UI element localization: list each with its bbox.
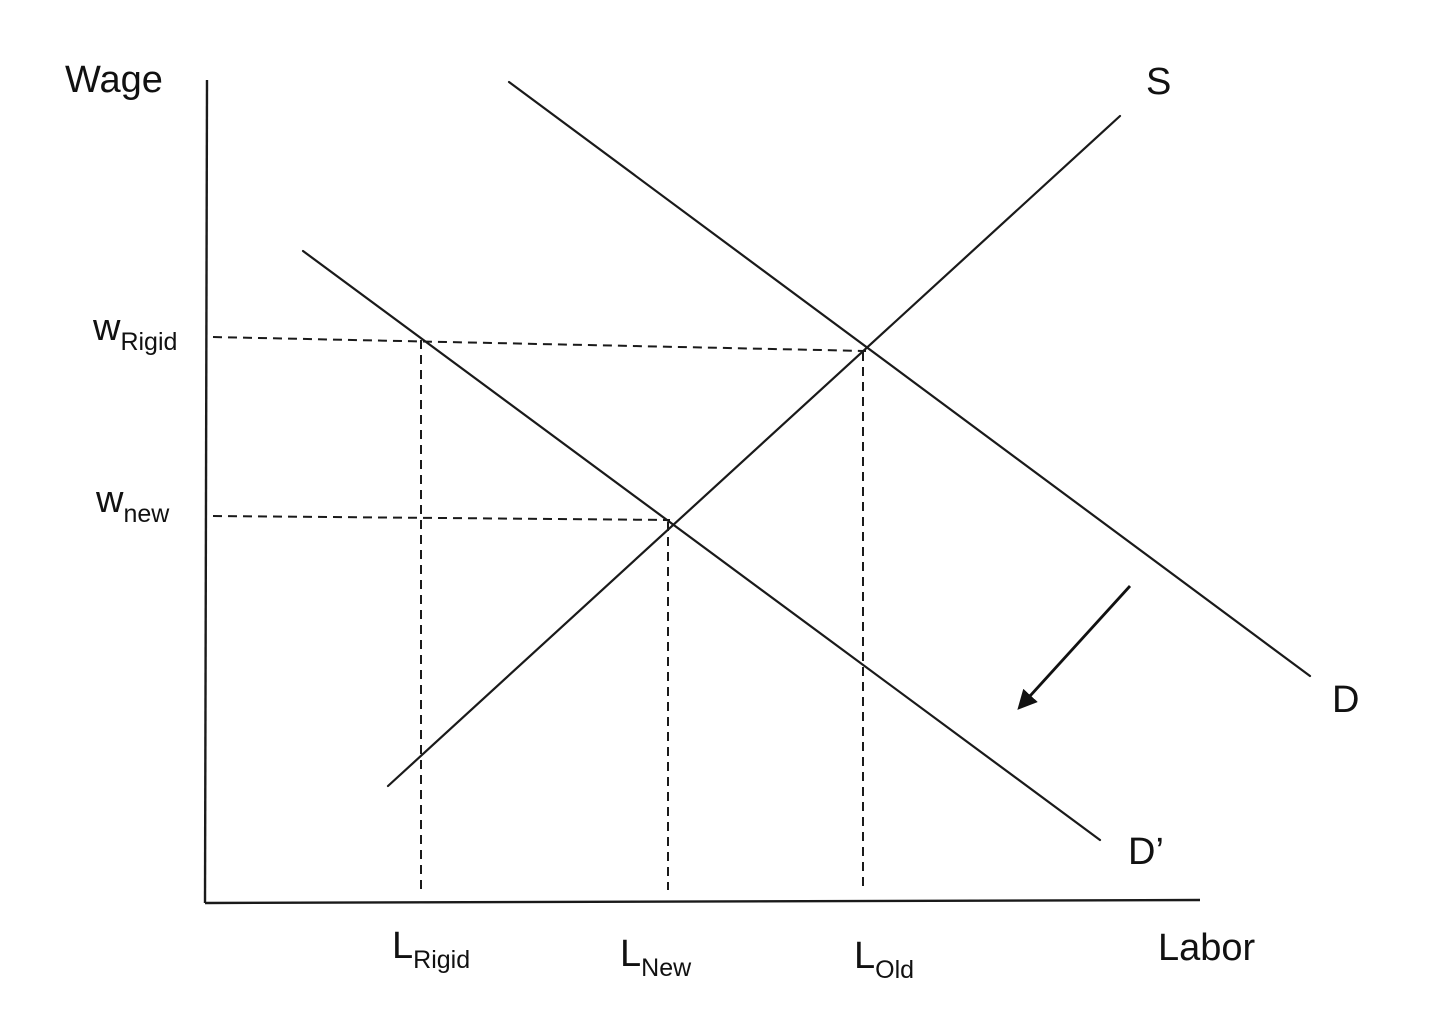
arrow-down-left-icon: [1017, 585, 1132, 710]
l-old-label: LOld: [854, 935, 914, 984]
demand-curve-old: [507, 80, 1312, 678]
x-axis: [204, 898, 1201, 905]
l-rigid-label: LRigid: [392, 925, 470, 974]
demand-new-label: D’: [1128, 831, 1164, 873]
y-axis-label: Wage: [65, 59, 163, 101]
w-new-guide: [212, 515, 671, 521]
w-rigid-label: wRigid: [92, 307, 177, 356]
supply-curve: [386, 114, 1122, 788]
demand-old-label: D: [1332, 679, 1359, 721]
y-axis: [203, 79, 209, 904]
l-new-label: LNew: [620, 933, 692, 982]
demand-curve-new: [301, 249, 1102, 842]
w-new-label: wnew: [95, 479, 170, 528]
supply-label: S: [1146, 61, 1171, 103]
w-rigid-guide: [212, 336, 867, 352]
x-axis-label: Labor: [1158, 927, 1256, 969]
